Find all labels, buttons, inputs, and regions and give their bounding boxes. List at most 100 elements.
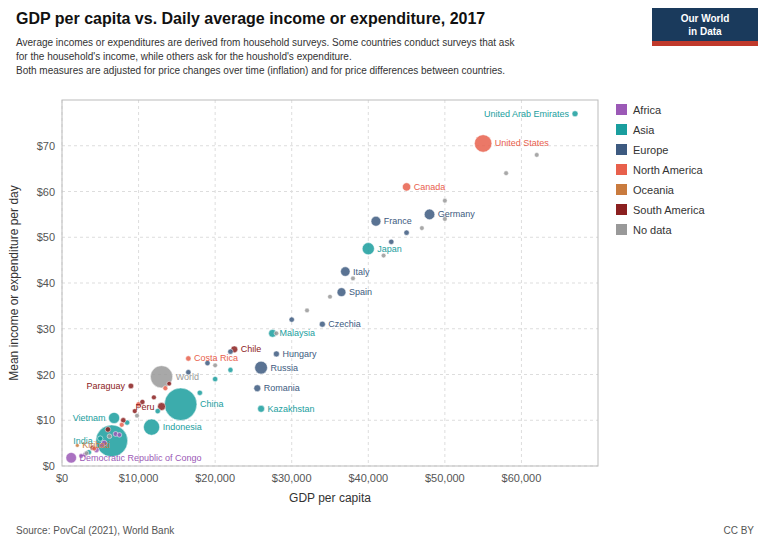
chart: GDP per capita vs. Daily average income … <box>0 0 768 542</box>
bubble <box>474 135 491 152</box>
grid <box>62 100 598 466</box>
bubble <box>228 367 233 372</box>
legend: AfricaAsiaEuropeNorth AmericaOceaniaSout… <box>616 104 705 236</box>
legend-swatch <box>616 164 627 175</box>
point-label: Chile <box>241 344 262 354</box>
bubble <box>128 383 134 389</box>
title: GDP per capita vs. Daily average income … <box>16 10 485 27</box>
legend-swatch <box>616 184 627 195</box>
bubble <box>534 153 539 158</box>
subtitle: for the household's income, while others… <box>16 51 352 62</box>
bubble <box>424 209 435 220</box>
bubble <box>119 422 124 427</box>
plot-frame <box>62 100 598 466</box>
bubble <box>328 294 333 299</box>
point-label: Hungary <box>282 349 317 359</box>
credit: CC BY <box>723 525 754 536</box>
logo-box <box>652 8 758 46</box>
legend-entry: Africa <box>633 104 662 116</box>
legend-entry: No data <box>633 224 672 236</box>
legend-entry: South America <box>633 204 705 216</box>
legend-entry: Oceania <box>633 184 675 196</box>
point-label: Kiribati <box>82 440 110 450</box>
bubble <box>504 171 509 176</box>
point-label: Democratic Republic of Congo <box>79 453 201 463</box>
bubble <box>121 418 126 423</box>
point-label: Canada <box>414 182 446 192</box>
point-label: Kazakhstan <box>268 404 315 414</box>
point-label: Spain <box>349 287 372 297</box>
bubble <box>186 356 191 361</box>
y-tick-label: $30 <box>37 323 55 335</box>
bubble <box>351 276 356 281</box>
bubble <box>155 408 160 413</box>
bubble <box>572 111 578 117</box>
grid-line-y <box>62 374 598 375</box>
y-axis-label: Mean income or expenditure per day <box>7 185 21 380</box>
point-label: Peru <box>136 402 155 412</box>
bubble <box>404 230 409 235</box>
bubble <box>212 376 217 381</box>
point-label: China <box>200 399 224 409</box>
logo-text: in Data <box>688 26 722 37</box>
bubble <box>66 452 77 463</box>
bubble <box>109 412 120 423</box>
bubble <box>443 198 448 203</box>
bubble <box>151 395 156 400</box>
bubble <box>258 405 265 412</box>
logo: Our Worldin Data <box>652 8 758 46</box>
bubble <box>381 253 386 258</box>
bubble <box>117 433 122 438</box>
bubble <box>337 288 346 297</box>
point-label: Germany <box>438 209 476 219</box>
legend-swatch <box>616 124 627 135</box>
x-tick-label: $30,000 <box>272 472 312 484</box>
bubble <box>213 363 218 368</box>
y-tick-label: $40 <box>37 277 55 289</box>
grid-line-y <box>62 283 598 284</box>
bubble <box>107 434 112 439</box>
y-tick-label: $70 <box>37 140 55 152</box>
bubble <box>362 243 374 255</box>
source: Source: PovCal (2021), World Bank <box>16 525 175 536</box>
point-label: Malaysia <box>280 328 316 338</box>
point-label: Japan <box>377 244 402 254</box>
legend-swatch <box>616 204 627 215</box>
y-tick-label: $20 <box>37 369 55 381</box>
point-labels: Democratic Republic of CongoIndiaVietnam… <box>73 109 570 463</box>
grid-line-x <box>444 100 445 466</box>
bubble <box>164 388 196 420</box>
bubble <box>274 331 279 336</box>
y-tick-label: $10 <box>37 414 55 426</box>
bubble <box>289 317 294 322</box>
subtitle: Average incomes or expenditures are deri… <box>16 37 515 48</box>
point-label: United States <box>495 138 550 148</box>
bubble <box>254 385 261 392</box>
x-tick-label: $40,000 <box>348 472 388 484</box>
legend-entry: Asia <box>633 124 655 136</box>
x-tick-label: $50,000 <box>425 472 465 484</box>
legend-swatch <box>616 224 627 235</box>
bubble <box>255 361 268 374</box>
logo-stripe <box>652 41 758 46</box>
point-label: World <box>176 372 199 382</box>
legend-entry: North America <box>633 164 704 176</box>
bubble <box>341 267 350 276</box>
point-label: France <box>384 216 412 226</box>
y-tick-label: $50 <box>37 231 55 243</box>
bubble <box>420 226 425 231</box>
bubble <box>273 351 279 357</box>
axes: $0$10,000$20,000$30,000$40,000$50,000$60… <box>7 100 598 505</box>
point-label: Costa Rica <box>194 353 238 363</box>
point-label: Paraguay <box>87 381 126 391</box>
x-tick-label: $20,000 <box>195 472 235 484</box>
point-label: United Arab Emirates <box>484 109 570 119</box>
x-tick-label: $10,000 <box>119 472 159 484</box>
grid-line-y <box>62 237 598 238</box>
bubble <box>143 419 159 435</box>
bubble <box>402 183 410 191</box>
point-label: Romania <box>264 383 300 393</box>
point-label: Indonesia <box>163 422 202 432</box>
bubble <box>135 413 140 418</box>
grid-line-y <box>62 191 598 192</box>
